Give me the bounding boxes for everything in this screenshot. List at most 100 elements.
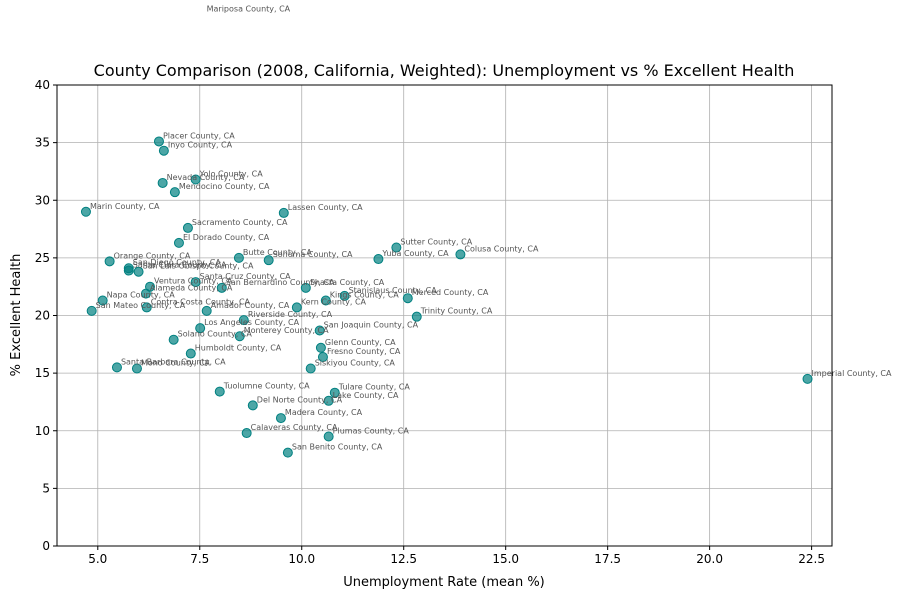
point-label: Sutter County, CA [400, 238, 472, 247]
point [141, 302, 152, 313]
point-label: Contra Costa County, CA [151, 297, 251, 306]
point [329, 387, 340, 398]
point-label: Los Angeles County, CA [204, 318, 299, 327]
point-label: Marin County, CA [90, 202, 160, 211]
point-label: Siskiyou County, CA [315, 359, 396, 368]
point-label: Ventura County, CA [154, 277, 233, 286]
x-tick-label: 7.5 [190, 552, 209, 566]
point-label: Glenn County, CA [325, 338, 396, 347]
point [195, 323, 206, 334]
point [263, 255, 274, 266]
point-label: San Joaquin County, CA [324, 320, 419, 329]
point [234, 331, 245, 342]
y-tick-label: 10 [35, 424, 50, 438]
point-label: Kings County, CA [330, 291, 399, 300]
point [185, 348, 196, 359]
point [201, 305, 212, 316]
y-tick-label: 15 [35, 366, 50, 380]
point [140, 288, 151, 299]
point [282, 447, 293, 458]
x-tick-label: 22.5 [798, 552, 825, 566]
point [153, 136, 164, 147]
point [216, 282, 227, 293]
point [411, 311, 422, 322]
point-label: Riverside County, CA [248, 310, 333, 319]
point-label: Colusa County, CA [464, 244, 539, 253]
x-tick-label: 5.0 [88, 552, 107, 566]
y-tick-label: 20 [35, 309, 50, 323]
chart-title: County Comparison (2008, California, Wei… [94, 61, 795, 80]
point-label: Stanislaus County, CA [349, 286, 438, 295]
point-label: Lassen County, CA [288, 203, 363, 212]
point-label: Inyo County, CA [168, 141, 233, 150]
point-labels: Mariposa County, CA Placer County, CAInyo… [90, 5, 892, 452]
point-label: Tuolumne County, CA [223, 382, 310, 391]
point-label: San Diego County, CA [133, 258, 222, 267]
point-label: Butte County, CA [243, 248, 312, 257]
x-tick-label: 10.0 [288, 552, 315, 566]
x-tick-label: 20.0 [696, 552, 723, 566]
grid: 5.0 7.5 10.0 12.5 15.0 17.5 20.0 22.5 0 5 10 15 20 25… [35, 78, 832, 566]
point [455, 249, 466, 260]
y-tick-label: 0 [42, 539, 50, 553]
x-tick-label: 17.5 [594, 552, 621, 566]
point-label: Sonoma County, CA [273, 250, 353, 259]
point [131, 363, 142, 374]
point [402, 293, 413, 304]
point-label: Imperial County, CA [812, 369, 892, 378]
point [97, 295, 108, 306]
point-label: Sacramento County, CA [192, 218, 288, 227]
point [168, 334, 179, 345]
point [317, 351, 328, 362]
plot-frame [56, 84, 833, 547]
point-label: Solano County, CA [178, 330, 253, 339]
point [291, 302, 302, 313]
point [190, 174, 201, 185]
point [278, 207, 289, 218]
point-label: Merced County, CA [412, 288, 489, 297]
point [80, 206, 91, 217]
point [111, 362, 122, 373]
point [233, 252, 244, 263]
point-label: Amador County, CA [211, 301, 290, 310]
point-label: Alameda County, CA [150, 284, 233, 293]
point-label: Calaveras County, CA [251, 423, 338, 432]
point-label: San Mateo County, CA [96, 301, 186, 310]
x-tick-label: 12.5 [390, 552, 417, 566]
point [169, 187, 180, 198]
point [305, 363, 316, 374]
point-label: Mono County, CA [141, 359, 210, 368]
point [238, 315, 249, 326]
point [391, 242, 402, 253]
point-label: Orange County, CA [114, 251, 191, 260]
point [323, 395, 334, 406]
point-label: Kern County, CA [301, 297, 367, 306]
point [247, 400, 258, 411]
point [123, 265, 134, 276]
y-axis-label: % Excellent Health [9, 254, 24, 377]
point-label: Mariposa County, CA [207, 5, 291, 14]
point [157, 177, 168, 188]
point-label: Santa Barbara County, CA [121, 357, 226, 366]
point-label: Mendocino County, CA [179, 182, 270, 191]
point [241, 428, 252, 439]
point [86, 305, 97, 316]
x-tick-label: 15.0 [492, 552, 519, 566]
point-label: Napa County, CA [107, 291, 176, 300]
point [315, 342, 326, 353]
point-label: Fresno County, CA [327, 347, 401, 356]
point [173, 237, 184, 248]
point [214, 386, 225, 397]
point [339, 290, 350, 301]
point-label: Del Norte County, CA [257, 395, 343, 404]
point-label: San Luis Obispo County, CA [143, 262, 254, 271]
point-label: El Dorado County, CA [183, 233, 270, 242]
y-tick-label: 25 [35, 251, 50, 265]
y-tick-label: 40 [35, 78, 50, 92]
point-label: Yuba County, CA [381, 249, 449, 258]
point-label: Shasta County, CA [310, 278, 385, 287]
point-label: Trinity County, CA [420, 307, 493, 316]
y-tick-label: 30 [35, 193, 50, 207]
point [373, 254, 384, 265]
point-label: Humboldt County, CA [195, 344, 282, 353]
